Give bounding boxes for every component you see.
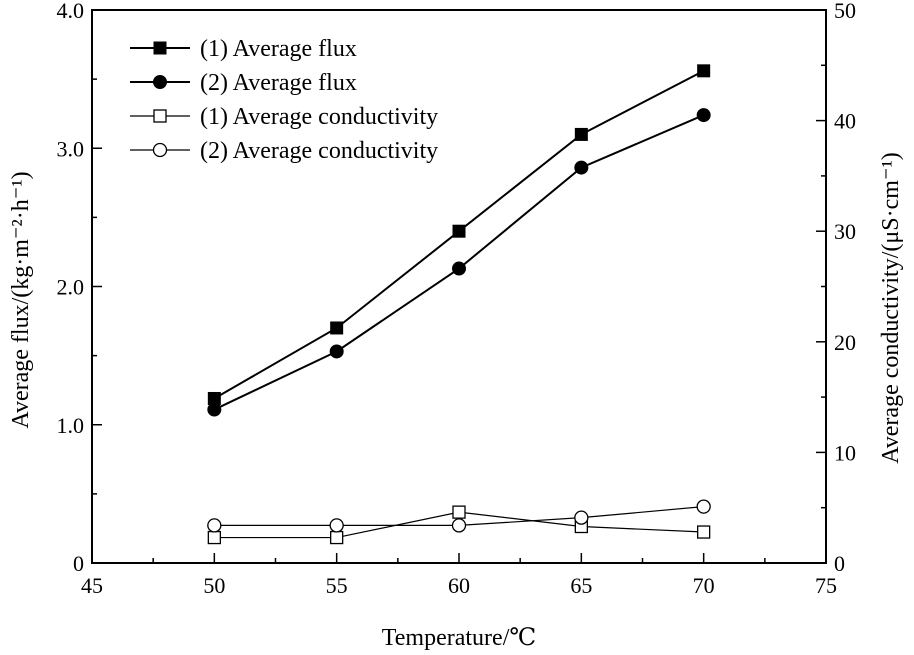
- series-4: [207, 499, 711, 533]
- data-point: [329, 344, 344, 359]
- data-point: [207, 402, 222, 417]
- y-right-tick-label: 50: [834, 0, 856, 23]
- legend-marker: [153, 75, 167, 89]
- data-point: [452, 505, 466, 519]
- x-tick-label: 65: [570, 573, 592, 598]
- data-point: [207, 518, 222, 533]
- data-point: [574, 127, 588, 141]
- legend-label: (1) Average conductivity: [200, 104, 438, 130]
- legend-marker: [152, 142, 168, 158]
- series-1: [207, 64, 711, 405]
- y-left-tick-label: 2.0: [57, 275, 85, 300]
- y-left-tick-label: 1.0: [57, 413, 85, 438]
- x-tick-label: 45: [81, 573, 103, 598]
- series-2: [207, 108, 711, 417]
- x-tick-label: 70: [693, 573, 715, 598]
- data-point: [697, 525, 711, 539]
- legend-item: (1) Average conductivity: [130, 104, 438, 130]
- x-axis-title: Temperature/℃: [382, 625, 536, 651]
- data-point: [697, 64, 711, 78]
- data-point: [330, 530, 344, 545]
- legend-item: (2) Average flux: [130, 70, 357, 96]
- legend-label: (2) Average conductivity: [200, 138, 438, 164]
- legend-label: (1) Average flux: [200, 36, 357, 62]
- legend-label: (2) Average flux: [200, 70, 357, 96]
- legend-item: (2) Average conductivity: [130, 138, 438, 164]
- x-tick-label: 55: [326, 573, 348, 598]
- legend-item: (1) Average flux: [130, 36, 357, 62]
- data-point: [451, 518, 467, 533]
- y-right-tick-label: 0: [834, 551, 845, 576]
- data-point: [696, 108, 711, 123]
- data-point: [207, 530, 221, 545]
- data-point: [574, 510, 589, 525]
- y-right-tick-label: 30: [834, 219, 856, 244]
- legend-marker: [153, 41, 167, 55]
- legend-marker: [153, 109, 167, 123]
- y-right-tick-label: 20: [834, 330, 856, 355]
- y-axis-right-title: Average conductivity/(μS·cm⁻¹): [878, 152, 904, 464]
- y-right-tick-label: 10: [834, 440, 856, 465]
- data-point: [329, 518, 344, 533]
- data-point: [696, 499, 711, 514]
- data-point: [452, 261, 466, 276]
- data-point: [452, 224, 466, 238]
- y-left-tick-label: 4.0: [57, 0, 85, 23]
- y-axis-left-title: Average flux/(kg·m⁻²·h⁻¹): [8, 171, 34, 428]
- y-left-tick-label: 3.0: [57, 136, 85, 161]
- y-left-tick-label: 0: [73, 551, 84, 576]
- x-tick-label: 60: [448, 573, 470, 598]
- x-tick-label: 75: [815, 573, 837, 598]
- x-tick-label: 50: [203, 573, 225, 598]
- y-right-tick-label: 40: [834, 109, 856, 134]
- data-point: [330, 321, 344, 335]
- data-point: [574, 160, 589, 175]
